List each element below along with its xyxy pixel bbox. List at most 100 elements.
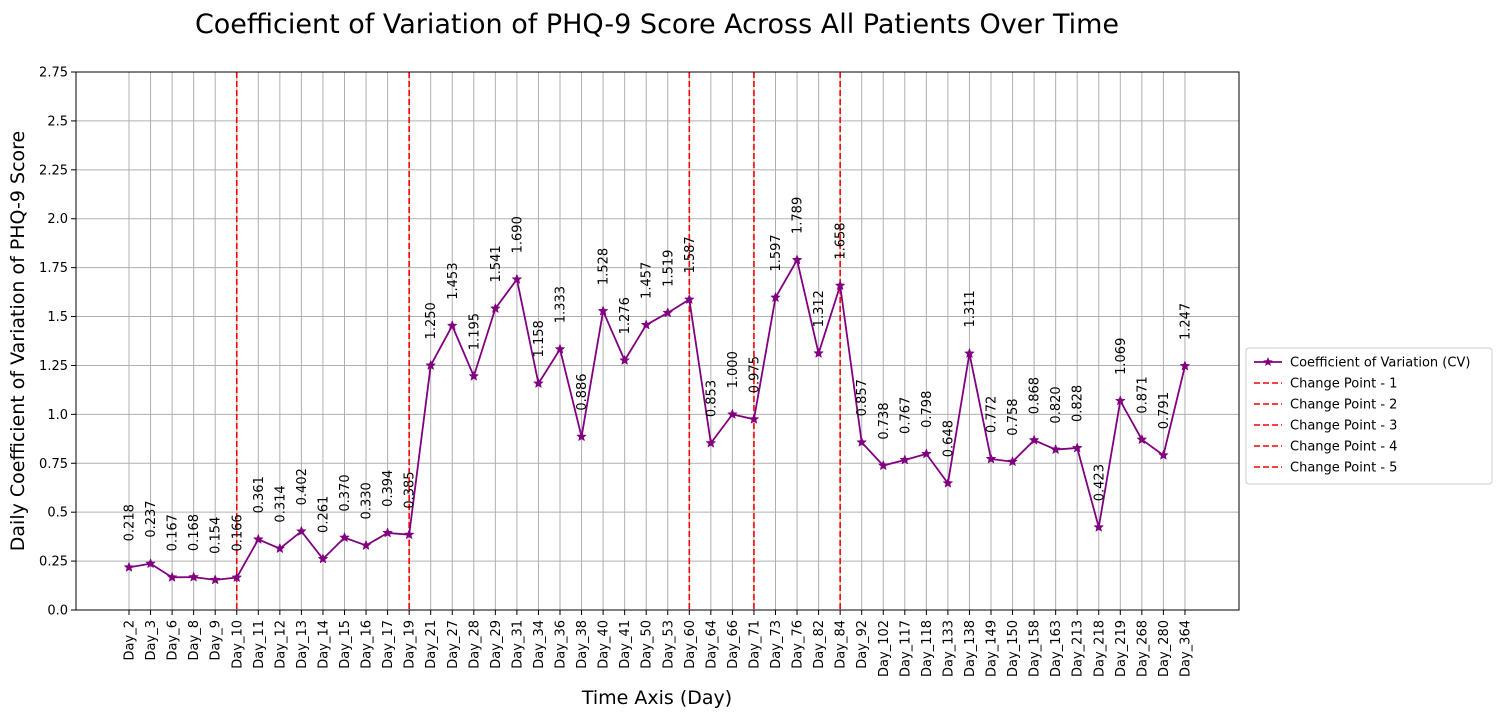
y-tick-label: 1.25 [39, 359, 68, 374]
data-point-marker [188, 571, 200, 582]
y-tick-label: 2.5 [47, 114, 68, 129]
x-tick-label: Day_218 [1092, 620, 1107, 677]
x-tick-label: Day_118 [920, 620, 935, 677]
x-tick-label: Day_28 [467, 620, 482, 669]
data-value-label: 1.195 [467, 313, 482, 350]
data-value-label: 1.311 [963, 290, 978, 327]
data-value-label: 0.738 [877, 402, 892, 439]
data-value-label: 1.658 [834, 222, 849, 259]
data-value-label: 1.789 [791, 197, 806, 234]
data-point-marker [360, 539, 372, 551]
data-value-label: 0.828 [1071, 385, 1086, 422]
data-value-label: 1.453 [446, 263, 461, 300]
legend-label: Change Point - 2 [1290, 398, 1397, 413]
data-value-label: 0.314 [273, 485, 288, 522]
data-value-label: 1.000 [726, 351, 741, 388]
x-tick-label: Day_73 [769, 620, 784, 669]
data-value-label: 0.330 [360, 482, 375, 519]
data-value-label: 0.370 [338, 474, 353, 511]
data-point-marker [511, 273, 523, 284]
legend-label: Change Point - 3 [1290, 419, 1397, 434]
x-tick-label: Day_14 [316, 620, 331, 669]
legend-label: Change Point - 5 [1290, 461, 1397, 476]
data-value-label: 0.853 [704, 380, 719, 417]
x-tick-label: Day_66 [726, 620, 741, 669]
data-value-label: 1.158 [532, 320, 547, 357]
data-point-marker [1136, 433, 1148, 445]
x-tick-label: Day_10 [230, 620, 245, 669]
data-point-marker [834, 279, 846, 291]
data-value-label: 0.772 [985, 396, 1000, 433]
data-point-marker [145, 557, 156, 569]
data-value-label: 1.541 [489, 245, 504, 282]
y-tick-label: 2.25 [39, 163, 68, 178]
x-tick-label: Day_364 [1178, 620, 1193, 677]
legend: Coefficient of Variation (CV) Change Poin… [1245, 347, 1493, 485]
data-value-label: 0.886 [575, 373, 590, 410]
data-value-label: 0.648 [941, 420, 956, 457]
data-value-label: 1.587 [683, 236, 698, 273]
data-value-label: 0.791 [1157, 392, 1172, 429]
x-tick-label: Day_82 [812, 620, 827, 669]
data-point-marker [985, 453, 997, 464]
y-tick-label: 0.75 [39, 457, 68, 472]
data-value-label: 0.385 [403, 471, 418, 508]
x-tick-label: Day_21 [424, 620, 439, 669]
x-tick-label: Day_117 [898, 620, 913, 677]
x-tick-label: Day_9 [209, 620, 224, 660]
data-point-marker [770, 291, 781, 303]
data-value-label: 0.261 [316, 496, 331, 533]
x-tick-label: Day_13 [295, 620, 310, 669]
data-point-marker [252, 533, 264, 544]
data-value-label: 1.690 [510, 216, 525, 253]
x-tick-label: Day_53 [661, 620, 676, 669]
x-tick-label: Day_16 [360, 620, 375, 669]
data-point-marker [446, 320, 458, 331]
plot-frame [75, 71, 1240, 611]
x-tick-label: Day_8 [187, 620, 202, 660]
data-point-marker [209, 574, 221, 585]
x-tick-label: Day_163 [1049, 620, 1064, 677]
data-point-marker [382, 527, 393, 538]
data-point-marker [274, 542, 286, 554]
data-value-label: 0.975 [747, 356, 762, 393]
legend-frame [1245, 347, 1493, 485]
x-tick-label: Day_280 [1157, 620, 1172, 677]
data-value-label: 0.237 [144, 500, 159, 537]
x-tick-label: Day_6 [166, 620, 181, 660]
x-tick-label: Day_17 [381, 620, 396, 669]
x-tick-label: Day_3 [144, 620, 159, 660]
data-point-marker [920, 448, 932, 459]
data-point-marker [640, 319, 652, 330]
x-tick-label: Day_40 [597, 620, 612, 669]
data-value-label: 0.166 [230, 514, 245, 551]
x-tick-label: Day_219 [1114, 620, 1129, 677]
y-axis-ticks: 0.0 0.25 0.5 0.75 1.0 1.25 1.5 1.75 2.0 2.25 2.5 2.… [39, 66, 76, 619]
data-value-label: 0.167 [166, 514, 181, 551]
data-point-marker [317, 553, 329, 564]
data-point-marker [1028, 434, 1040, 445]
data-point-marker [683, 293, 695, 305]
data-value-label: 0.394 [381, 470, 396, 507]
x-tick-label: Day_158 [1028, 620, 1043, 677]
data-point-marker [1114, 395, 1126, 406]
y-tick-label: 1.75 [39, 261, 68, 276]
x-tick-label: Day_11 [252, 620, 267, 669]
x-tick-label: Day_60 [683, 620, 698, 669]
data-value-label: 1.528 [597, 248, 612, 285]
x-tick-label: Day_150 [1006, 620, 1021, 677]
data-value-label: 1.247 [1178, 303, 1193, 340]
data-point-marker [231, 571, 243, 583]
y-tick-label: 2.75 [39, 66, 68, 81]
legend-label: Change Point - 4 [1290, 440, 1397, 455]
data-point-marker [964, 347, 975, 359]
legend-label: Change Point - 1 [1290, 377, 1397, 392]
data-value-label: 0.361 [252, 476, 267, 513]
y-tick-label: 0.0 [47, 604, 68, 619]
x-tick-label: Day_133 [941, 620, 956, 677]
series-layer [123, 254, 1191, 585]
y-tick-label: 0.25 [39, 555, 68, 570]
y-tick-label: 1.5 [47, 310, 68, 325]
chart-title: Coefficient of Variation of PHQ-9 Score … [195, 9, 1119, 40]
